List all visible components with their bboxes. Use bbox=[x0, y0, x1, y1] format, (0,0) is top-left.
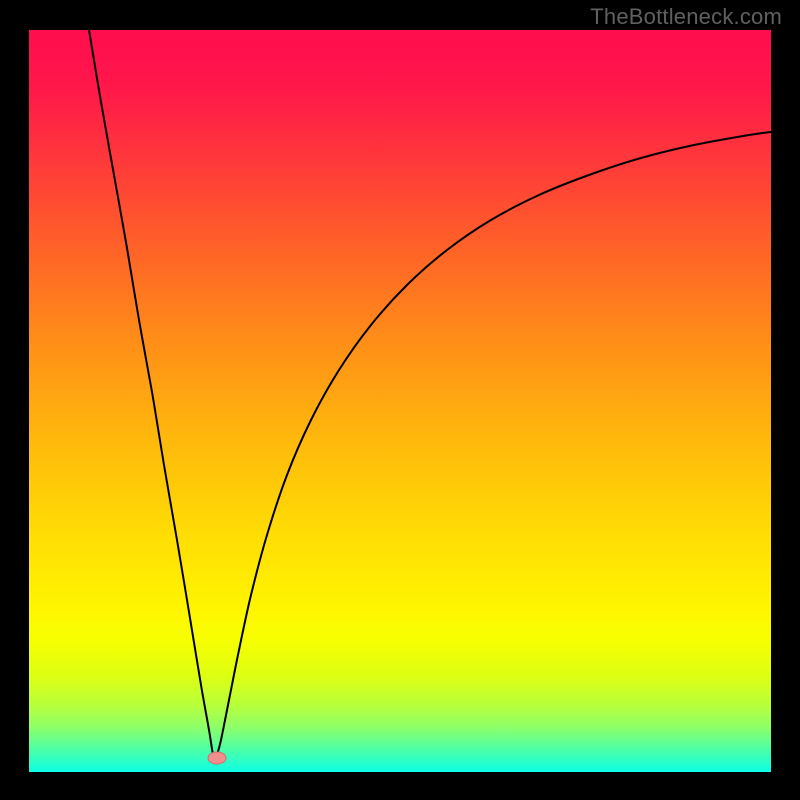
watermark-text: TheBottleneck.com bbox=[590, 4, 782, 30]
chart-svg bbox=[29, 30, 771, 772]
minimum-marker bbox=[208, 752, 226, 764]
gradient-background bbox=[29, 30, 771, 772]
plot-area bbox=[29, 30, 771, 772]
chart-container: TheBottleneck.com bbox=[0, 0, 800, 800]
